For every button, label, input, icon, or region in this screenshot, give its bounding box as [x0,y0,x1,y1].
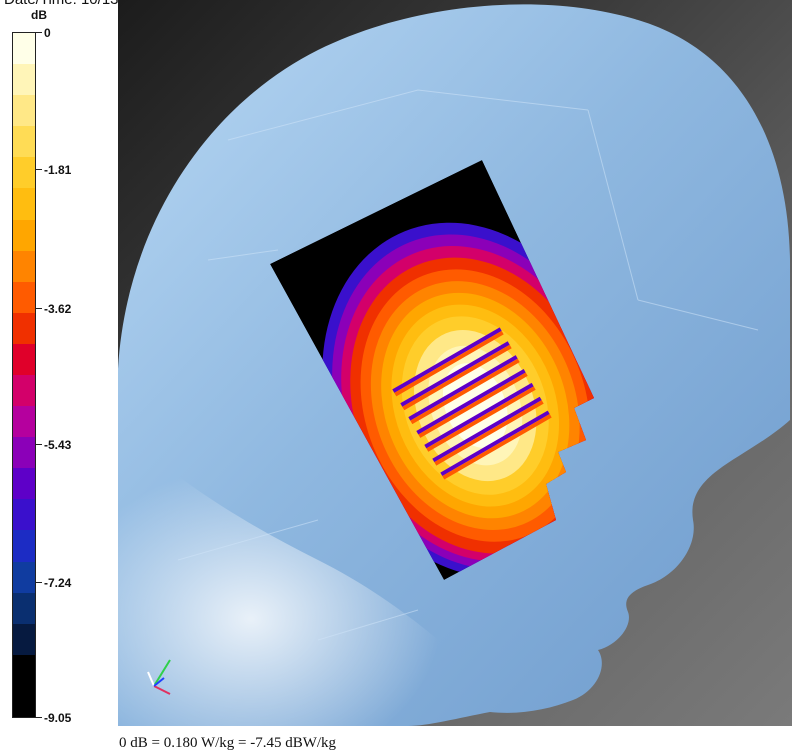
colorbar-band [13,530,35,563]
colorbar-tick-5: -9.05 [36,711,71,725]
3d-viewport[interactable] [118,0,792,726]
colorbar-tick-0: 0 [36,26,51,40]
axes-triad [147,659,171,695]
colorbar-band [13,281,35,314]
colorbar-band [13,188,35,221]
colorbar-tick-2: -3.62 [36,302,71,316]
colorbar-band [13,343,35,376]
colorbar-band [13,312,35,345]
colorbar-band [13,623,35,656]
colorbar-band [13,561,35,594]
dipole-array [392,327,552,480]
colorbar [12,32,36,718]
colorbar-tick-4: -7.24 [36,576,71,590]
header-cut-text: Date/Time: 10/13/2008 [0,0,260,8]
colorbar-band [13,157,35,189]
colorbar-tick-1: -1.81 [36,163,71,177]
colorbar-band [13,250,35,283]
colorbar-band [13,64,35,96]
colorbar-band [13,95,35,127]
head-model-render [118,4,790,726]
colorbar-band [13,468,35,500]
colorbar-band [13,406,35,438]
colorbar-band [13,375,35,407]
colorbar-band [13,219,35,252]
colorbar-band [13,592,35,625]
sar-reference-caption: 0 dB = 0.180 W/kg = -7.45 dBW/kg [119,735,337,751]
colorbar-band [13,126,35,158]
colorbar-tick-3: -5.43 [36,438,71,452]
colorbar-band [13,654,35,687]
colorbar-unit-label: dB [31,8,47,22]
colorbar-band [13,437,35,469]
colorbar-band [13,499,35,531]
colorbar-band [13,33,35,65]
colorbar-band [13,685,35,718]
